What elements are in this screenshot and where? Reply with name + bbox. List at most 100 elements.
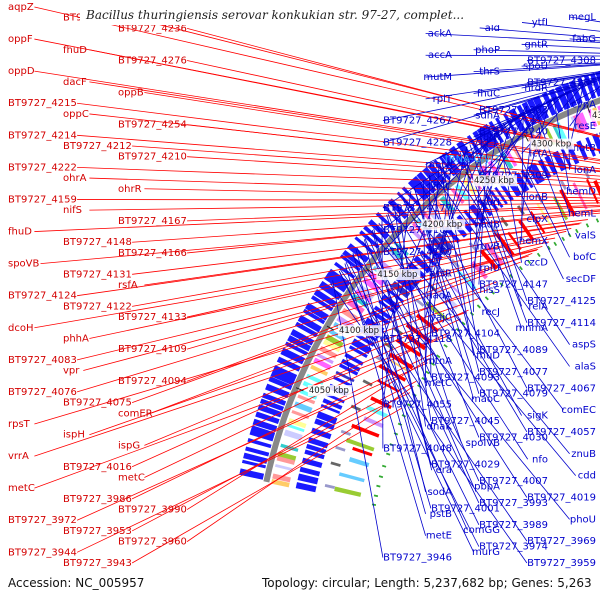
rna-feature bbox=[490, 290, 495, 295]
cds-forward bbox=[427, 162, 447, 185]
cog-feature bbox=[322, 339, 341, 353]
gene-label-left: BT9727_3990 bbox=[118, 505, 187, 516]
leader-line bbox=[131, 352, 435, 500]
leader-line bbox=[34, 289, 489, 425]
cog-feature bbox=[274, 463, 294, 472]
leader-line bbox=[479, 96, 557, 182]
cog-feature bbox=[577, 112, 590, 131]
accession-text: Accession: NC_005957 bbox=[8, 576, 144, 590]
gene-label-right: fabG bbox=[572, 34, 596, 45]
gene-label-right: metC bbox=[425, 378, 452, 389]
gene-label-right: nrdR bbox=[524, 83, 548, 94]
cds-forward bbox=[290, 329, 315, 346]
gene-label-right: ytfI bbox=[532, 17, 548, 28]
gene-label-right: phoU bbox=[570, 514, 596, 525]
cog-feature bbox=[319, 346, 338, 359]
leader-line bbox=[144, 331, 450, 478]
leader-line bbox=[187, 156, 600, 184]
cds-reverse bbox=[552, 150, 567, 172]
gene-label-left: BT9727_4148 bbox=[63, 237, 132, 248]
leader-line bbox=[534, 106, 570, 214]
cds-forward bbox=[243, 452, 268, 464]
gene-label-left: BT9727_4222 bbox=[8, 162, 77, 173]
cog-feature bbox=[346, 299, 365, 314]
gene-label-right: BT9727_4286 bbox=[527, 78, 596, 89]
rna-feature bbox=[461, 321, 466, 326]
cds-forward bbox=[339, 254, 361, 272]
leader-line bbox=[89, 81, 600, 162]
gene-label-right: BT9727_3974 bbox=[479, 542, 548, 553]
gene-label-right: BT9727_4019 bbox=[527, 492, 596, 503]
gene-label-left: ispG bbox=[118, 440, 140, 451]
gene-label-right: dnaK bbox=[427, 422, 453, 433]
leader-line bbox=[347, 259, 480, 525]
cds-forward bbox=[416, 171, 437, 194]
leader-line bbox=[132, 219, 588, 275]
leader-line bbox=[382, 82, 591, 143]
leader-line bbox=[425, 167, 440, 362]
gene-label-right: resE bbox=[574, 121, 596, 132]
cds-reverse bbox=[355, 333, 375, 347]
cds-inner bbox=[370, 396, 392, 410]
cds-forward bbox=[297, 314, 322, 333]
leader-line bbox=[356, 247, 480, 504]
tick-label-bg bbox=[307, 385, 352, 397]
gene-label-right: BT9727_4089 bbox=[479, 345, 548, 356]
cog-feature bbox=[552, 124, 563, 142]
gene-label-right: hemL bbox=[568, 209, 596, 220]
cds-forward bbox=[294, 321, 319, 338]
leader-line bbox=[375, 225, 529, 460]
leader-line bbox=[355, 249, 432, 509]
leader-line bbox=[187, 60, 600, 151]
gene-label-left: BT9727_4016 bbox=[63, 462, 132, 473]
cds-reverse bbox=[344, 352, 364, 366]
gene-label-left: BT9727_4122 bbox=[63, 301, 132, 312]
gene-label-right: BT9727_4055 bbox=[383, 400, 452, 411]
gene-label-right: mutM bbox=[423, 72, 452, 83]
cog-feature bbox=[454, 183, 470, 201]
gene-label-right: alaS bbox=[575, 361, 596, 372]
leader-line bbox=[382, 191, 412, 405]
gene-label-right: spoIVB bbox=[466, 438, 500, 449]
leader-line bbox=[132, 209, 600, 243]
tick-label-bg bbox=[591, 110, 600, 122]
gene-label-right: folC bbox=[433, 181, 452, 192]
leader-line bbox=[425, 54, 600, 57]
leader-line bbox=[521, 22, 600, 32]
leader-line bbox=[186, 357, 432, 510]
cds-forward bbox=[310, 295, 334, 312]
cds-reverse bbox=[348, 345, 368, 358]
cds-forward bbox=[324, 273, 348, 293]
gene-label-left: vrrA bbox=[8, 451, 29, 462]
gene-label-right: thrS bbox=[479, 67, 500, 78]
gene-label-left: BT9727_3943 bbox=[63, 558, 132, 569]
gene-label-right: gntR bbox=[524, 39, 548, 50]
cds-reverse bbox=[297, 473, 319, 485]
leader-line bbox=[521, 62, 600, 67]
leader-line bbox=[77, 166, 600, 188]
gene-label-right: secDF bbox=[566, 274, 597, 285]
gene-label-left: vpr bbox=[63, 366, 80, 377]
cds-reverse bbox=[341, 358, 361, 372]
gene-label-left: BT9727_4167 bbox=[118, 216, 187, 227]
leader-line bbox=[397, 203, 432, 422]
leader-line bbox=[423, 179, 426, 383]
cds-forward bbox=[241, 459, 267, 469]
gene-label-left: BT9727_4254 bbox=[118, 120, 187, 131]
gene-label-left: BT9727_4236 bbox=[118, 23, 187, 34]
leader-line bbox=[489, 131, 564, 280]
gene-label-right: BT9727_4067 bbox=[527, 383, 596, 394]
gene-label-right: hemD bbox=[566, 187, 596, 198]
cds-inner bbox=[348, 457, 370, 468]
leader-line bbox=[402, 198, 564, 411]
backbone-ring bbox=[263, 97, 600, 483]
leader-line bbox=[567, 91, 570, 170]
footer-backdrop bbox=[0, 573, 600, 600]
leader-line bbox=[89, 297, 481, 436]
gene-label-right: sdhA bbox=[475, 110, 500, 121]
cog-feature bbox=[362, 277, 381, 293]
leader-line bbox=[521, 73, 600, 89]
cds-forward bbox=[280, 347, 306, 365]
gene-label-right: rplU bbox=[479, 263, 500, 274]
gene-labels: aqpZBT9727_4239BT9727_4236oppFfhuDBT9727… bbox=[8, 2, 596, 569]
